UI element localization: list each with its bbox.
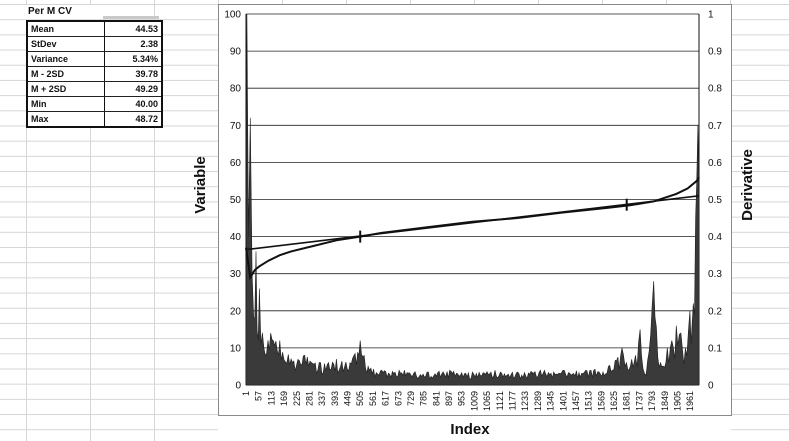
stats-row: Variance 5.34% [26,51,163,67]
x-tick-label: 1345 [546,391,556,411]
y2-tick-label: 0.1 [708,343,722,354]
stats-label[interactable]: Mean [26,20,105,37]
y2-tick-label: 0.2 [708,306,722,317]
x-tick-label: 1961 [685,391,695,411]
y-tick-label: 100 [224,10,241,21]
stats-row: M - 2SD 39.78 [26,66,163,82]
y2-tick-label: 0.5 [708,195,722,206]
x-tick-label: 1177 [508,391,518,410]
chart-bottom-strip [218,416,731,441]
x-tick-label: 281 [305,391,315,406]
x-tick-label: 113 [266,391,276,405]
stats-value[interactable]: 48.72 [104,111,163,128]
y-tick-label: 60 [230,158,242,169]
stats-label[interactable]: M - 2SD [26,66,105,82]
stats-row: Max 48.72 [26,111,163,128]
x-tick-label: 1905 [673,391,683,411]
y-tick-label: 40 [230,232,242,243]
y-tick-label: 50 [230,195,242,206]
stats-label[interactable]: Variance [26,51,105,67]
y2-tick-label: 0.4 [708,232,722,243]
x-tick-label: 1 [241,391,251,396]
x-tick-label: 1065 [482,391,492,411]
stats-row: Mean 44.53 [26,20,163,37]
x-tick-label: 561 [368,391,378,406]
stats-value[interactable]: 40.00 [104,96,163,112]
x-tick-label: 1513 [584,391,594,411]
x-tick-label: 1625 [609,391,619,411]
x-tick-label: 785 [419,391,429,406]
x-tick-label: 897 [444,391,454,406]
stats-label[interactable]: StDev [26,36,105,52]
y2-tick-label: 0.8 [708,84,722,95]
stats-value[interactable]: 39.78 [104,66,163,82]
stats-value[interactable]: 49.29 [104,81,163,97]
x-tick-label: 505 [355,391,365,406]
x-tick-label: 1289 [533,391,543,411]
chart-area[interactable]: 0 10 20 30 40 50 60 70 80 90 100 0 0.1 0.2 0.3 0.4 0.5 0.… [218,4,732,416]
x-tick-label: 1121 [495,391,505,410]
stats-title-underline [103,16,159,19]
x-tick-label: 169 [279,391,289,406]
stats-value[interactable]: 5.34% [104,51,163,67]
y-tick-label: 70 [230,121,242,132]
y2-tick-label: 0.9 [708,47,722,58]
y2-tick-label: 0 [708,381,714,392]
y-tick-label: 80 [230,84,242,95]
x-tick-label: 57 [254,391,264,401]
variable-series [245,176,700,281]
x-tick-label: 1457 [571,391,581,411]
x-tick-label: 953 [457,391,467,406]
derivative-series [245,13,700,386]
y-tick-label: 20 [230,306,242,317]
x-tick-label: 337 [317,391,327,406]
y-tick-label: 90 [230,47,242,58]
stats-title: Per M CV [26,5,104,19]
stats-label[interactable]: Min [26,96,105,112]
x-tick-label: 1233 [520,391,530,411]
x-tick-label: 449 [343,391,353,406]
x-tick-label: 617 [381,391,391,406]
stats-value[interactable]: 44.53 [104,20,163,37]
x-tick-label: 393 [330,391,340,406]
stats-row: StDev 2.38 [26,36,163,52]
stats-label[interactable]: Max [26,111,105,128]
x-tick-label: 673 [393,391,403,406]
stats-label[interactable]: M + 2SD [26,81,105,97]
stats-table: Mean 44.53 StDev 2.38 Variance 5.34% M - 2SD 39… [26,20,163,128]
x-tick-label: 1793 [647,391,657,411]
stats-row: Min 40.00 [26,96,163,112]
stats-value[interactable]: 2.38 [104,36,163,52]
x-tick-label: 1401 [558,391,568,411]
x-tick-label: 729 [406,391,416,406]
x-tick-label: 1737 [634,391,644,411]
y-tick-label: 0 [235,381,241,392]
y2-tick-label: 0.6 [708,158,722,169]
y-tick-label: 30 [230,269,242,280]
stats-row: M + 2SD 49.29 [26,81,163,97]
x-tick-label: 1849 [660,391,670,411]
x-tick-label: 1569 [596,391,606,411]
y2-tick-label: 1 [708,10,714,21]
x-tick-label: 841 [431,391,441,406]
y2-tick-label: 0.7 [708,121,722,132]
x-tick-label: 225 [292,391,302,406]
x-tick-label: 1681 [622,391,632,411]
y-tick-label: 10 [230,343,242,354]
x-tick-label: 1009 [469,391,479,411]
derivative-chart: 0 10 20 30 40 50 60 70 80 90 100 0 0.1 0.2 0.3 0.4 0.5 0.… [224,10,722,412]
y2-tick-label: 0.3 [708,269,722,280]
